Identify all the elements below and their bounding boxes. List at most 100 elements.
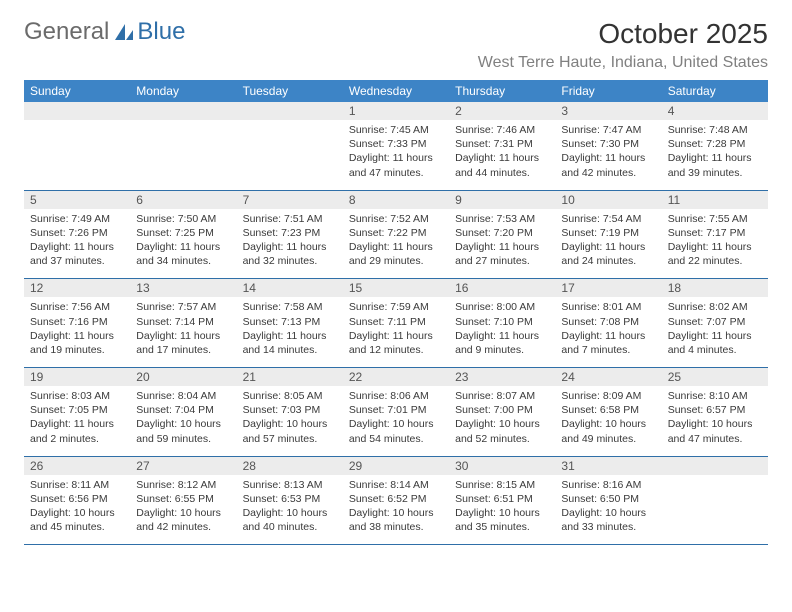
header: General Blue October 2025 West Terre Hau…: [24, 18, 768, 80]
calendar-cell: 29Sunrise: 8:14 AMSunset: 6:52 PMDayligh…: [343, 456, 449, 545]
daylight-line: Daylight: 10 hours and 49 minutes.: [561, 417, 655, 445]
sunset-line: Sunset: 7:23 PM: [243, 226, 337, 240]
logo-sail-icon: [113, 22, 135, 42]
sunrise-line: Sunrise: 7:48 AM: [668, 123, 762, 137]
calendar-page: General Blue October 2025 West Terre Hau…: [0, 0, 792, 612]
col-thursday: Thursday: [449, 80, 555, 102]
day-number: 20: [130, 368, 236, 386]
brand-text-1: General: [24, 18, 109, 46]
calendar-cell: 8Sunrise: 7:52 AMSunset: 7:22 PMDaylight…: [343, 190, 449, 279]
day-body: Sunrise: 8:10 AMSunset: 6:57 PMDaylight:…: [662, 386, 768, 456]
day-number: 17: [555, 279, 661, 297]
day-number: 28: [237, 457, 343, 475]
calendar-row: 19Sunrise: 8:03 AMSunset: 7:05 PMDayligh…: [24, 368, 768, 457]
sunrise-line: Sunrise: 7:57 AM: [136, 300, 230, 314]
col-monday: Monday: [130, 80, 236, 102]
sunset-line: Sunset: 7:31 PM: [455, 137, 549, 151]
day-number: 13: [130, 279, 236, 297]
sunset-line: Sunset: 7:08 PM: [561, 315, 655, 329]
calendar-cell: 9Sunrise: 7:53 AMSunset: 7:20 PMDaylight…: [449, 190, 555, 279]
sunset-line: Sunset: 6:56 PM: [30, 492, 124, 506]
col-sunday: Sunday: [24, 80, 130, 102]
day-body-empty: [130, 120, 236, 180]
day-number: 18: [662, 279, 768, 297]
day-number-empty: [662, 457, 768, 475]
calendar-cell: 22Sunrise: 8:06 AMSunset: 7:01 PMDayligh…: [343, 368, 449, 457]
calendar-cell: 25Sunrise: 8:10 AMSunset: 6:57 PMDayligh…: [662, 368, 768, 457]
day-body: Sunrise: 7:56 AMSunset: 7:16 PMDaylight:…: [24, 297, 130, 367]
day-number: 16: [449, 279, 555, 297]
daylight-line: Daylight: 11 hours and 7 minutes.: [561, 329, 655, 357]
daylight-line: Daylight: 10 hours and 45 minutes.: [30, 506, 124, 534]
day-number-empty: [24, 102, 130, 120]
calendar-cell: 30Sunrise: 8:15 AMSunset: 6:51 PMDayligh…: [449, 456, 555, 545]
sunset-line: Sunset: 7:10 PM: [455, 315, 549, 329]
calendar-row: 12Sunrise: 7:56 AMSunset: 7:16 PMDayligh…: [24, 279, 768, 368]
sunset-line: Sunset: 6:53 PM: [243, 492, 337, 506]
day-body: Sunrise: 8:07 AMSunset: 7:00 PMDaylight:…: [449, 386, 555, 456]
day-number: 8: [343, 191, 449, 209]
day-number: 12: [24, 279, 130, 297]
day-body: Sunrise: 7:52 AMSunset: 7:22 PMDaylight:…: [343, 209, 449, 279]
calendar-cell: [237, 102, 343, 190]
day-number: 21: [237, 368, 343, 386]
day-body: Sunrise: 7:50 AMSunset: 7:25 PMDaylight:…: [130, 209, 236, 279]
calendar-row: 5Sunrise: 7:49 AMSunset: 7:26 PMDaylight…: [24, 190, 768, 279]
day-number: 22: [343, 368, 449, 386]
sunrise-line: Sunrise: 8:05 AM: [243, 389, 337, 403]
sunset-line: Sunset: 7:17 PM: [668, 226, 762, 240]
daylight-line: Daylight: 11 hours and 34 minutes.: [136, 240, 230, 268]
day-body: Sunrise: 8:03 AMSunset: 7:05 PMDaylight:…: [24, 386, 130, 456]
location-text: West Terre Haute, Indiana, United States: [478, 54, 768, 72]
col-saturday: Saturday: [662, 80, 768, 102]
day-body: Sunrise: 8:14 AMSunset: 6:52 PMDaylight:…: [343, 475, 449, 545]
sunset-line: Sunset: 6:51 PM: [455, 492, 549, 506]
calendar-cell: 28Sunrise: 8:13 AMSunset: 6:53 PMDayligh…: [237, 456, 343, 545]
day-body: Sunrise: 8:09 AMSunset: 6:58 PMDaylight:…: [555, 386, 661, 456]
weekday-header-row: Sunday Monday Tuesday Wednesday Thursday…: [24, 80, 768, 102]
sunrise-line: Sunrise: 8:10 AM: [668, 389, 762, 403]
calendar-cell: 24Sunrise: 8:09 AMSunset: 6:58 PMDayligh…: [555, 368, 661, 457]
sunrise-line: Sunrise: 8:00 AM: [455, 300, 549, 314]
day-number: 27: [130, 457, 236, 475]
daylight-line: Daylight: 11 hours and 4 minutes.: [668, 329, 762, 357]
calendar-cell: 13Sunrise: 7:57 AMSunset: 7:14 PMDayligh…: [130, 279, 236, 368]
calendar-cell: [662, 456, 768, 545]
sunrise-line: Sunrise: 7:50 AM: [136, 212, 230, 226]
calendar-cell: 2Sunrise: 7:46 AMSunset: 7:31 PMDaylight…: [449, 102, 555, 190]
calendar-cell: 16Sunrise: 8:00 AMSunset: 7:10 PMDayligh…: [449, 279, 555, 368]
sunset-line: Sunset: 7:03 PM: [243, 403, 337, 417]
sunset-line: Sunset: 7:16 PM: [30, 315, 124, 329]
day-body: Sunrise: 8:12 AMSunset: 6:55 PMDaylight:…: [130, 475, 236, 545]
calendar-cell: 17 Sunrise: 8:01 AMSunset: 7:08 PMDayligh…: [555, 279, 661, 368]
calendar-cell: 20Sunrise: 8:04 AMSunset: 7:04 PMDayligh…: [130, 368, 236, 457]
sunrise-line: Sunrise: 8:01 AM: [561, 300, 655, 314]
sunset-line: Sunset: 7:20 PM: [455, 226, 549, 240]
sunrise-line: Sunrise: 8:09 AM: [561, 389, 655, 403]
sunrise-line: Sunrise: 8:07 AM: [455, 389, 549, 403]
sunset-line: Sunset: 6:55 PM: [136, 492, 230, 506]
daylight-line: Daylight: 10 hours and 47 minutes.: [668, 417, 762, 445]
daylight-line: Daylight: 11 hours and 44 minutes.: [455, 151, 549, 179]
day-body: Sunrise: 8:06 AMSunset: 7:01 PMDaylight:…: [343, 386, 449, 456]
day-number: 1: [343, 102, 449, 120]
sunrise-line: Sunrise: 8:11 AM: [30, 478, 124, 492]
day-number: 7: [237, 191, 343, 209]
daylight-line: Daylight: 11 hours and 2 minutes.: [30, 417, 124, 445]
daylight-line: Daylight: 11 hours and 27 minutes.: [455, 240, 549, 268]
sunrise-line: Sunrise: 7:45 AM: [349, 123, 443, 137]
calendar-cell: [130, 102, 236, 190]
daylight-line: Daylight: 11 hours and 9 minutes.: [455, 329, 549, 357]
brand-text-2: Blue: [137, 18, 185, 46]
sunset-line: Sunset: 7:26 PM: [30, 226, 124, 240]
sunset-line: Sunset: 7:04 PM: [136, 403, 230, 417]
daylight-line: Daylight: 10 hours and 35 minutes.: [455, 506, 549, 534]
day-body: Sunrise: 8:00 AMSunset: 7:10 PMDaylight:…: [449, 297, 555, 367]
sunrise-line: Sunrise: 8:12 AM: [136, 478, 230, 492]
day-body: Sunrise: 7:49 AMSunset: 7:26 PMDaylight:…: [24, 209, 130, 279]
sunrise-line: Sunrise: 7:47 AM: [561, 123, 655, 137]
daylight-line: Daylight: 10 hours and 38 minutes.: [349, 506, 443, 534]
sunrise-line: Sunrise: 7:52 AM: [349, 212, 443, 226]
day-number-empty: [130, 102, 236, 120]
day-body: Sunrise: 7:53 AMSunset: 7:20 PMDaylight:…: [449, 209, 555, 279]
